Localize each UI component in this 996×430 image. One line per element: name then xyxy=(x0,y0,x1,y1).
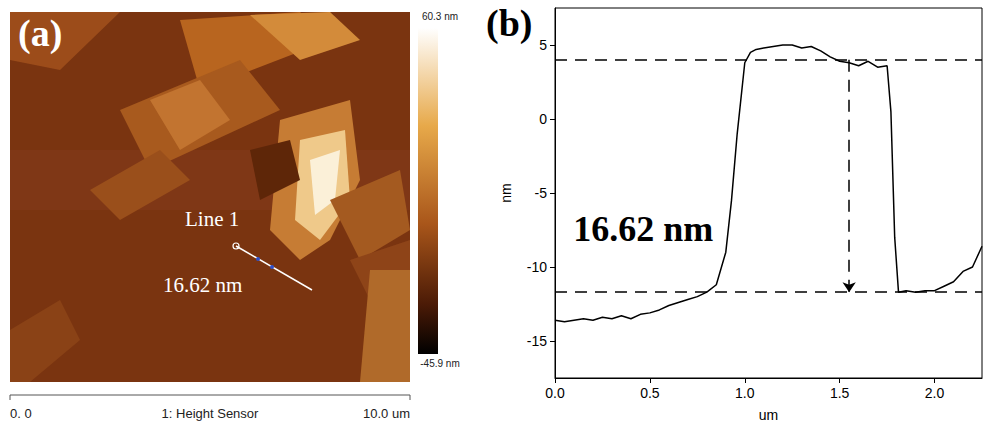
svg-text:(a): (a) xyxy=(18,12,62,55)
svg-text:Line 1: Line 1 xyxy=(185,207,239,231)
svg-text:um: um xyxy=(759,407,778,423)
svg-text:0: 0 xyxy=(539,111,547,127)
svg-text:5: 5 xyxy=(539,37,547,53)
svg-text:-15: -15 xyxy=(527,333,547,349)
svg-text:60.3 nm: 60.3 nm xyxy=(422,11,458,22)
svg-text:10.0 um: 10.0 um xyxy=(363,406,410,421)
svg-text:16.62 nm: 16.62 nm xyxy=(573,209,713,249)
svg-text:1: Height Sensor: 1: Height Sensor xyxy=(162,406,260,421)
svg-text:-45.9 nm: -45.9 nm xyxy=(420,358,459,369)
svg-text:nm: nm xyxy=(498,183,514,202)
svg-text:(b): (b) xyxy=(486,2,532,45)
svg-text:-5: -5 xyxy=(535,185,548,201)
svg-text:-10: -10 xyxy=(527,259,547,275)
svg-text:0. 0: 0. 0 xyxy=(10,406,32,421)
svg-text:0.5: 0.5 xyxy=(640,385,660,401)
svg-text:16.62 nm: 16.62 nm xyxy=(163,273,242,297)
svg-text:1.5: 1.5 xyxy=(830,385,850,401)
svg-text:1.0: 1.0 xyxy=(735,385,755,401)
svg-text:0.0: 0.0 xyxy=(545,385,565,401)
svg-text:2.0: 2.0 xyxy=(925,385,945,401)
